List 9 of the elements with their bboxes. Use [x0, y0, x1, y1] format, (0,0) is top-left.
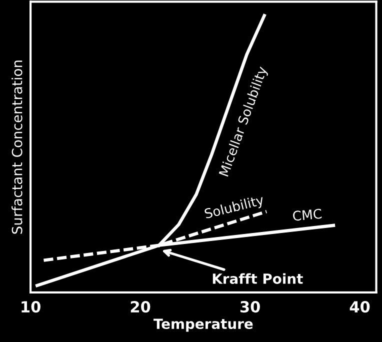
- annotation: Krafft Point: [212, 273, 303, 284]
- series-label: CMC: [292, 208, 322, 221]
- x-tick-label: 20: [130, 301, 150, 313]
- y-axis-title: Surfactant Concentration: [12, 60, 22, 234]
- x-tick-label: 10: [22, 301, 40, 313]
- x-tick-label: 40: [350, 301, 370, 313]
- x-axis-title: Temperature: [154, 318, 253, 332]
- text: Solubility: [204, 194, 265, 222]
- x-tick-label: 30: [240, 301, 260, 313]
